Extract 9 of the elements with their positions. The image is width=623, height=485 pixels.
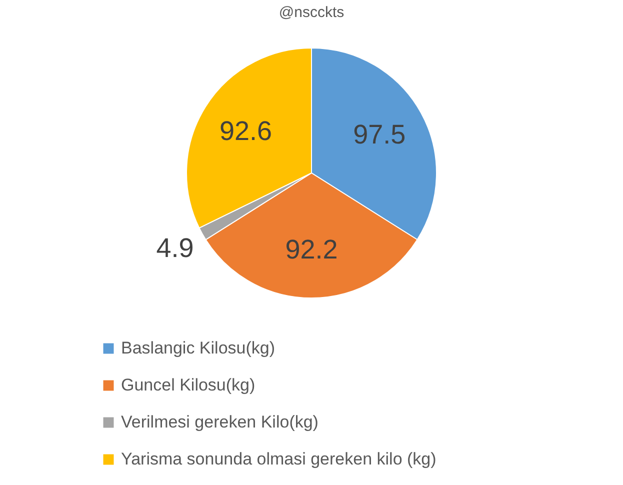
data-label: 92.6	[219, 116, 272, 146]
chart-title: @nscckts	[278, 4, 344, 21]
data-label: 4.9	[156, 233, 194, 264]
data-label: 92.2	[285, 234, 338, 264]
legend-label: Yarisma sonunda olmasi gereken kilo (kg)	[121, 450, 436, 468]
legend-label: Baslangic Kilosu(kg)	[121, 338, 276, 358]
legend-label: Guncel Kilosu(kg)	[121, 376, 256, 394]
legend-label: Verilmesi gereken Kilo(kg)	[121, 412, 318, 432]
data-label: 97.5	[353, 120, 406, 150]
